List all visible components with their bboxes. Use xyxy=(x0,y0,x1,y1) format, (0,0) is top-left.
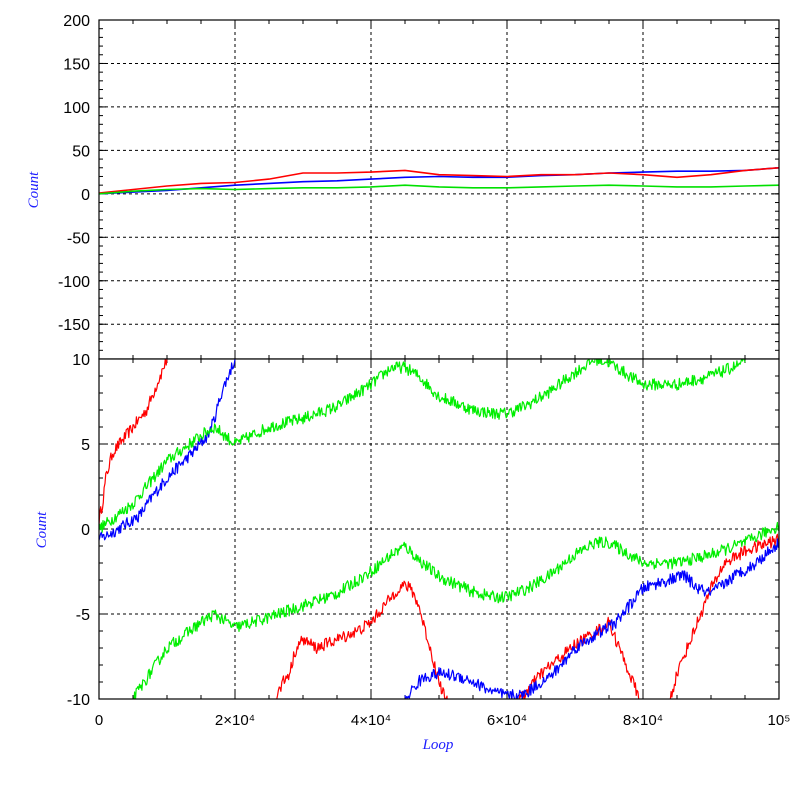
top-ytick-label: 50 xyxy=(72,143,90,160)
top-ytick-label: -50 xyxy=(67,230,90,247)
top-ylabel: Count xyxy=(26,171,42,209)
bottom-ytick-label: -10 xyxy=(67,692,90,709)
top-ytick-label: 150 xyxy=(63,56,90,73)
top-series-0 xyxy=(99,167,779,195)
xtick-label: 10⁵ xyxy=(768,712,791,729)
top-ytick-label: 0 xyxy=(81,187,90,204)
bottom-ylabel: Count xyxy=(34,511,50,549)
x-axis-label: Loop xyxy=(422,737,454,753)
top-ytick-label: 200 xyxy=(63,13,90,30)
top-ytick-label: -100 xyxy=(58,274,90,291)
xtick-label: 4×10⁴ xyxy=(351,712,391,729)
bottom-ytick-label: 0 xyxy=(81,522,90,539)
top-series-1 xyxy=(99,167,779,194)
bottom-series-1 xyxy=(99,359,236,541)
top-series-group xyxy=(99,167,779,195)
bottom-ytick-label: 5 xyxy=(81,437,90,454)
xtick-label: 0 xyxy=(95,712,103,729)
xtick-label: 8×10⁴ xyxy=(623,712,663,729)
bottom-ytick-label: 10 xyxy=(72,352,90,369)
bottom-series-5 xyxy=(404,538,779,699)
bottom-series-2 xyxy=(99,359,746,533)
top-series-2 xyxy=(99,184,779,195)
xtick-label: 2×10⁴ xyxy=(215,712,255,729)
top-plot-area xyxy=(99,20,779,359)
bottom-frame xyxy=(98,358,780,700)
bottom-series-group xyxy=(99,359,779,699)
bottom-series-3 xyxy=(133,521,779,699)
top-panel: 200 150 100 50 0 -50 -100 -150 xyxy=(58,13,780,360)
bottom-ytick-label: -5 xyxy=(76,607,90,624)
top-ytick-label: -150 xyxy=(58,317,90,334)
top-ytick-label: 100 xyxy=(63,100,90,117)
bottom-panel: 10 5 0 -5 -10 0 2×10⁴ 4×10⁴ 6×10⁴ 8×10⁴ 10⁵ xyxy=(67,352,791,729)
bottom-series-0 xyxy=(99,359,168,526)
xtick-label: 6×10⁴ xyxy=(487,712,527,729)
